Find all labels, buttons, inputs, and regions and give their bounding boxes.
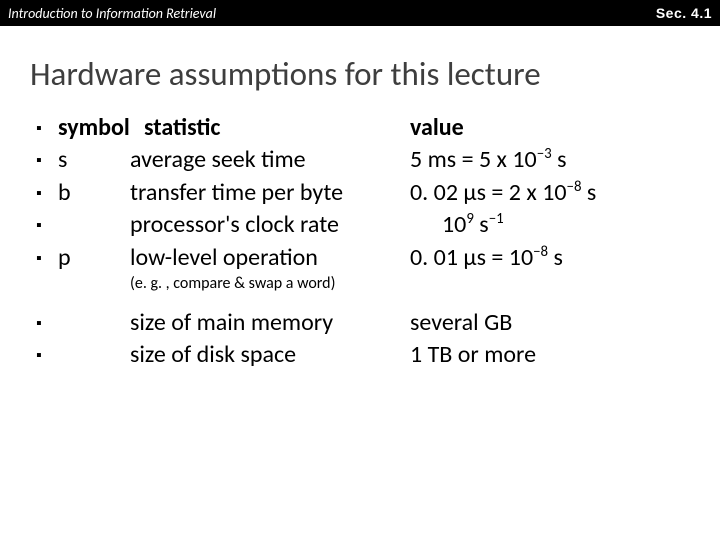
cell-statistic: processor's clock rate: [130, 209, 410, 241]
header-value: value: [410, 112, 700, 144]
bullet-icon: ▪: [36, 144, 58, 172]
cell-statistic: average seek time: [130, 144, 410, 176]
bullet-icon: ▪: [36, 177, 58, 205]
cell-value: 5 ms = 5 x 10−3 s: [410, 144, 700, 176]
cell-statistic: transfer time per byte: [130, 177, 410, 209]
cell-symbol: b: [58, 177, 130, 209]
cell-value: several GB: [410, 307, 700, 339]
cell-statistic: size of main memory: [130, 307, 410, 339]
table-row: ▪ size of main memory several GB: [36, 307, 700, 339]
table-row: ▪ size of disk space 1 TB or more: [36, 339, 700, 371]
cell-value: 1 TB or more: [410, 339, 700, 371]
header-statistic: statistic: [130, 112, 410, 144]
topbar-right-text: Sec. 4.1: [656, 5, 712, 21]
slide-content: ▪ symbol statistic value ▪ s average see…: [0, 112, 720, 372]
slide-title: Hardware assumptions for this lecture: [0, 26, 720, 112]
bullet-icon: ▪: [36, 209, 58, 237]
topbar-left-text: Introduction to Information Retrieval: [8, 5, 216, 22]
table-row: ▪ processor's clock rate 109 s−1: [36, 209, 700, 241]
cell-value: 0. 01 μs = 10−8 s: [410, 242, 700, 274]
bullet-icon: ▪: [36, 307, 58, 335]
cell-symbol: p: [58, 242, 130, 274]
cell-statistic: size of disk space: [130, 339, 410, 371]
table-header-row: ▪ symbol statistic value: [36, 112, 700, 144]
bullet-icon: ▪: [36, 112, 58, 140]
top-bar: Introduction to Information Retrieval Se…: [0, 0, 720, 26]
cell-symbol: s: [58, 144, 130, 176]
note-text: (e. g. , compare & swap a word): [36, 274, 700, 293]
header-symbol: symbol: [58, 112, 130, 144]
table-row: ▪ p low-level operation 0. 01 μs = 10−8 …: [36, 242, 700, 274]
table-row: ▪ s average seek time 5 ms = 5 x 10−3 s: [36, 144, 700, 176]
bullet-icon: ▪: [36, 339, 58, 367]
cell-statistic: low-level operation: [130, 242, 410, 274]
table-row: ▪ b transfer time per byte 0. 02 μs = 2 …: [36, 177, 700, 209]
bullet-icon: ▪: [36, 242, 58, 270]
cell-value: 109 s−1: [410, 209, 700, 241]
cell-value: 0. 02 μs = 2 x 10−8 s: [410, 177, 700, 209]
